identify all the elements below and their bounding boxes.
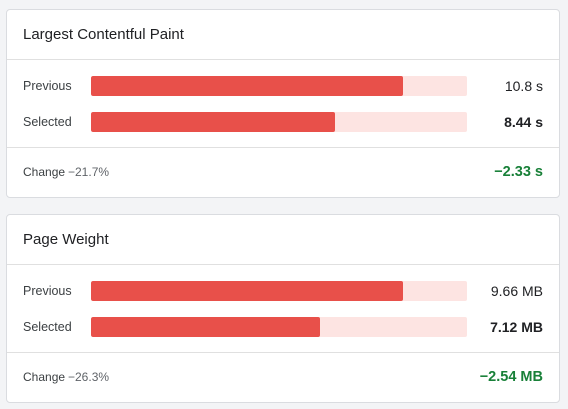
comparison-rows: Previous 9.66 MB Selected 7.12 MB <box>7 265 559 353</box>
change-percent: −21.7% <box>68 165 110 179</box>
previous-bar-track <box>91 281 467 301</box>
previous-label: Previous <box>23 79 72 93</box>
selected-value: 7.12 MB <box>490 319 543 335</box>
previous-row: Previous 10.8 s <box>7 76 559 96</box>
card-header: Page Weight <box>7 215 559 265</box>
card-title: Largest Contentful Paint <box>23 26 184 43</box>
selected-bar-fill <box>91 112 336 132</box>
change-value: −2.33 s <box>494 164 543 180</box>
lcp-metric-card: Largest Contentful Paint Previous 10.8 s… <box>6 9 560 198</box>
comparison-rows: Previous 10.8 s Selected 8.44 s <box>7 60 559 148</box>
previous-label: Previous <box>23 284 72 298</box>
page-weight-metric-card: Page Weight Previous 9.66 MB Selected 7.… <box>6 214 560 403</box>
previous-row: Previous 9.66 MB <box>7 281 559 301</box>
change-value: −2.54 MB <box>479 369 543 385</box>
selected-bar-fill <box>91 317 321 337</box>
selected-row: Selected 7.12 MB <box>7 317 559 337</box>
card-title: Page Weight <box>23 231 109 248</box>
change-label: Change <box>23 165 66 179</box>
change-row: Change −26.3% −2.54 MB <box>7 353 559 401</box>
selected-value: 8.44 s <box>504 114 543 130</box>
change-percent: −26.3% <box>68 370 110 384</box>
selected-bar-track <box>91 112 467 132</box>
change-row: Change −21.7% −2.33 s <box>7 148 559 196</box>
selected-row: Selected 8.44 s <box>7 112 559 132</box>
previous-bar-track <box>91 76 467 96</box>
previous-value: 9.66 MB <box>490 283 543 299</box>
selected-label: Selected <box>23 115 72 129</box>
previous-value: 10.8 s <box>504 78 543 94</box>
previous-bar-fill <box>91 76 404 96</box>
change-label: Change <box>23 370 66 384</box>
selected-bar-track <box>91 317 467 337</box>
previous-bar-fill <box>91 281 404 301</box>
card-header: Largest Contentful Paint <box>7 10 559 60</box>
selected-label: Selected <box>23 320 72 334</box>
